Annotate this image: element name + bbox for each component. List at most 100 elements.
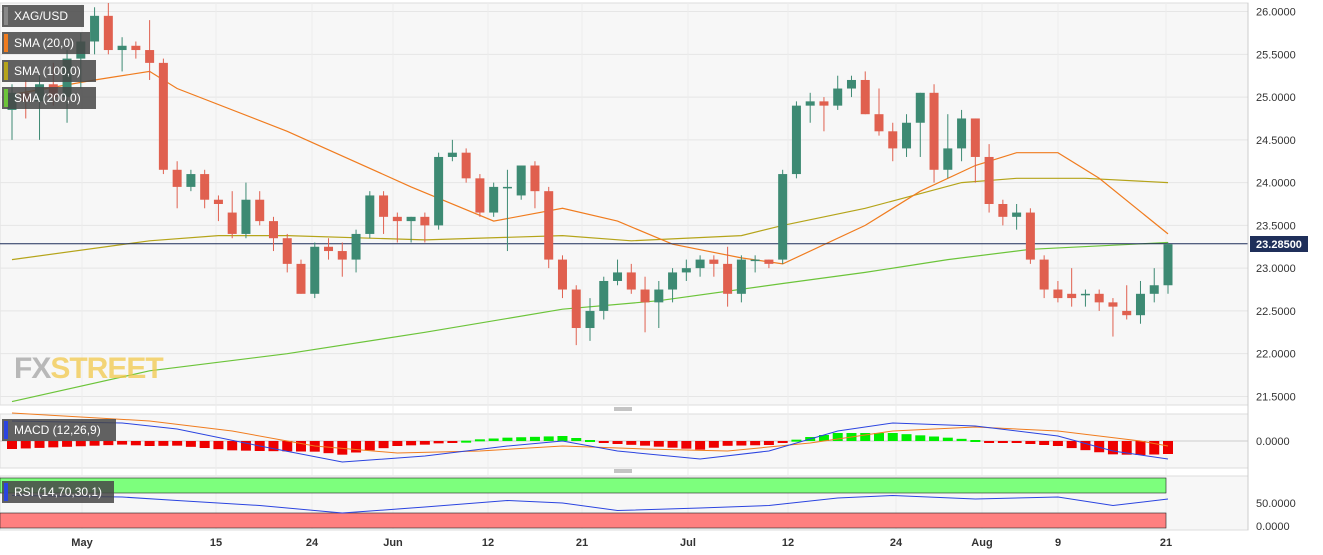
macd-histogram-bar [392,441,403,446]
candle [626,263,636,294]
legend-swatch [4,421,8,439]
candle-body [613,272,623,281]
rsi-level-label: 50.0000 [1256,498,1296,510]
candle [516,165,526,200]
legend-sma20-label: SMA (20,0) [14,36,75,50]
current-price-text: 23.28500 [1256,239,1302,251]
time-tick-label: 15 [210,537,222,549]
candle [1163,242,1173,294]
price-tick-label: 26.0000 [1256,7,1296,19]
time-tick-label: 24 [890,537,903,549]
candle-body [750,259,760,262]
macd-histogram-bar [1094,441,1105,453]
macd-histogram-bar [419,441,430,445]
macd-histogram-bar [144,441,155,446]
candle [709,255,719,277]
fxstreet-logo: FXSTREET [14,352,164,386]
candle-body [668,272,678,290]
macd-panel: 0.0000 [0,412,1290,463]
candle-body [434,156,444,226]
macd-histogram-bar [667,441,678,448]
candle [599,276,609,320]
candle-body [1108,302,1118,307]
candle [227,191,237,239]
macd-histogram-bar [942,437,953,441]
candle [723,246,733,307]
candle [668,268,678,303]
candle-body [1122,310,1132,316]
candle-body [929,92,939,170]
candle [475,174,485,217]
candle [929,84,939,183]
macd-histogram-bar [172,441,183,446]
candle [255,191,265,226]
candle [351,229,361,273]
macd-histogram-bar [887,433,898,441]
candle-body [489,186,499,213]
macd-histogram-bar [433,441,444,444]
time-tick-label: 24 [306,537,319,549]
candle [530,161,540,209]
candle-body [227,212,237,234]
grid-lines [0,2,1249,531]
price-tick-label: 23.0000 [1256,263,1296,275]
candle [365,191,375,239]
candle-body [915,92,925,123]
legend-sma100-label: SMA (100,0) [14,64,81,78]
logo-part2: STREET [50,352,163,385]
candle [392,212,402,243]
macd-histogram-bar [474,439,485,442]
candle [833,75,843,110]
candle-body [1135,293,1145,316]
candle-body [158,62,168,170]
macd-histogram-bar [529,436,540,441]
macd-histogram-bar [103,441,114,446]
macd-histogram-bar [1121,441,1132,455]
candle [1067,268,1077,307]
macd-histogram-bar [62,441,73,447]
candle [695,255,705,277]
candle-body [585,310,595,329]
time-tick-label: Jul [680,537,696,549]
candle-body [736,259,746,294]
candle-body [365,195,375,234]
macd-histogram-bar [860,433,871,441]
candle-body [681,268,691,273]
candle-body [654,289,664,303]
price-tick-label: 21.5000 [1256,391,1296,403]
macd-histogram-bar [585,440,595,442]
macd-histogram-bar [282,441,293,452]
candle [860,71,870,115]
legend-swatch [4,62,8,80]
legend-macd-label: MACD (12,26,9) [14,423,101,437]
macd-histogram-bar [268,441,279,452]
macd-histogram-bar [777,441,788,443]
candle-body [420,216,430,226]
macd-line [11,420,1169,463]
macd-histogram-bar [915,435,926,441]
macd-histogram-bar [34,441,45,448]
macd-histogram-bar [557,436,568,441]
macd-histogram-bar [571,438,582,441]
time-tick-label: 21 [1160,537,1172,549]
candle-body [516,165,526,196]
candle [117,37,127,72]
candle [296,259,306,294]
candle [750,255,760,273]
candle-body [544,191,554,260]
candle-body [337,251,347,260]
price-tick-label: 25.5000 [1256,49,1296,61]
candle [447,139,457,162]
candle [805,92,815,123]
candle-body [1080,293,1090,296]
candle [213,195,223,222]
macd-histogram-bar [736,441,747,446]
macd-histogram-bar [240,441,251,451]
candle [282,233,292,273]
candle-body [1012,212,1022,217]
macd-histogram-bar [1066,441,1077,449]
macd-histogram-bar [763,441,774,445]
candle-body [764,259,774,264]
candle-body [461,152,471,179]
